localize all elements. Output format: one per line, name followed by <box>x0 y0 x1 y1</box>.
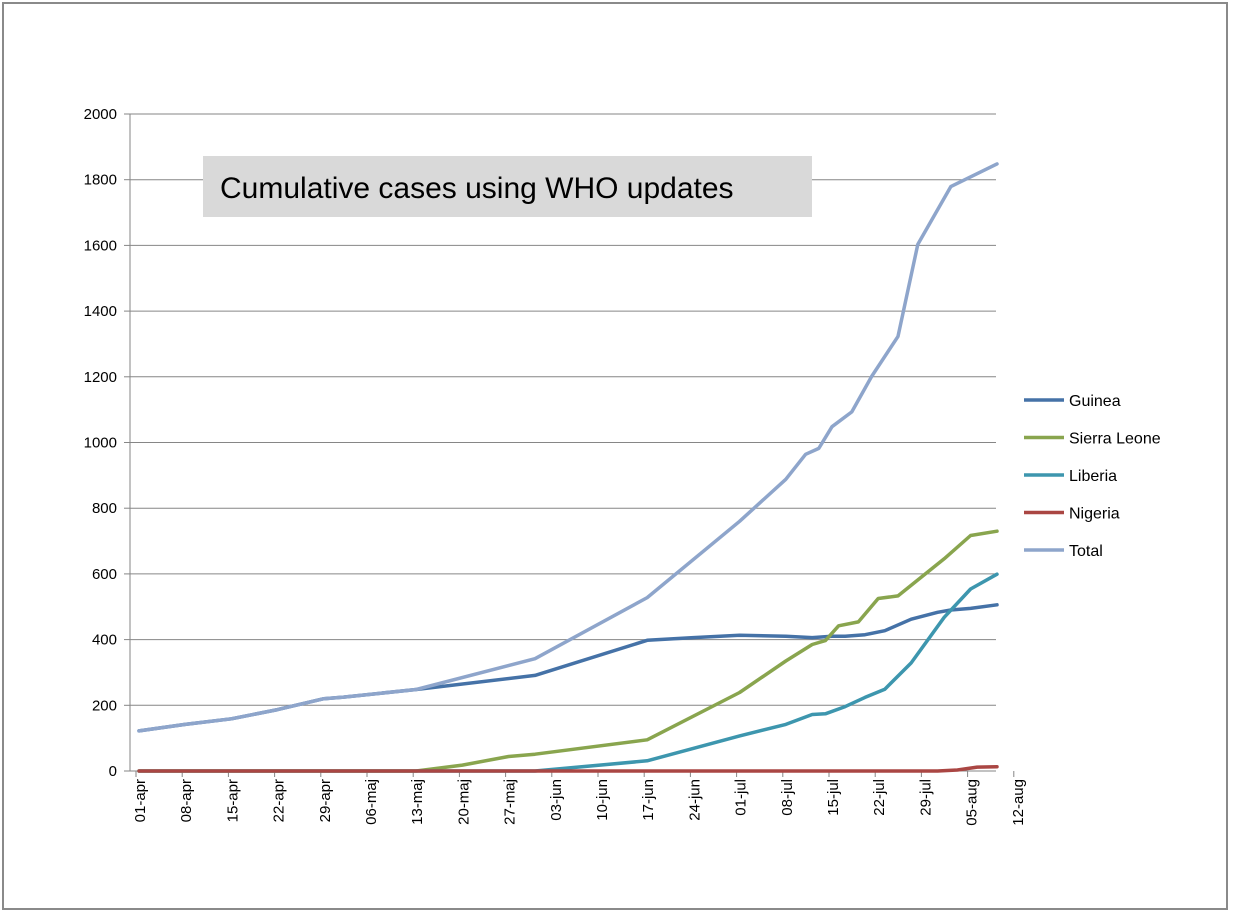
y-tick-label: 1800 <box>84 172 117 189</box>
x-tick-label: 22-jul <box>871 779 888 816</box>
chart-title: Cumulative cases using WHO updates <box>220 172 734 205</box>
series-line-total <box>137 162 999 733</box>
chart-title-box: Cumulative cases using WHO updates <box>203 156 812 217</box>
y-tick-labels: 0 200 400 600 800 1000 1200 1400 1600 1800 2000 <box>84 106 117 780</box>
y-tick-label: 1400 <box>84 303 117 320</box>
x-tick-label: 15-apr <box>224 779 241 822</box>
x-tick-label: 05-aug <box>964 779 981 826</box>
legend-label-guinea: Guinea <box>1069 393 1121 410</box>
x-tick-label: 17-jun <box>640 779 657 821</box>
y-tick-label: 0 <box>109 763 117 780</box>
x-tick-label: 08-jul <box>779 779 796 816</box>
x-tick-label: 08-apr <box>178 779 195 822</box>
x-tick-labels: 01-apr 08-apr 15-apr 22-apr 29-apr 06-maj 13-m… <box>132 779 1027 826</box>
y-tick-label: 200 <box>92 697 117 714</box>
series-line-nigeria <box>137 764 999 773</box>
y-tick-label: 2000 <box>84 106 117 123</box>
series-line-liberia <box>137 572 999 773</box>
x-tick-label: 12-aug <box>1010 779 1027 826</box>
x-tick-label: 01-jul <box>733 779 750 816</box>
x-tick-label: 06-maj <box>363 779 380 825</box>
x-tick-label: 13-maj <box>409 779 426 825</box>
x-tick-label: 10-jun <box>594 779 611 821</box>
x-tick-label: 15-jul <box>825 779 842 816</box>
x-tick-label: 22-apr <box>271 779 288 822</box>
x-tick-label: 27-maj <box>502 779 519 825</box>
title-background <box>203 156 812 217</box>
y-tick-label: 800 <box>92 500 117 517</box>
y-tick-label: 1000 <box>84 435 117 452</box>
x-tick-label: 03-jun <box>548 779 565 821</box>
y-tick-label: 400 <box>92 632 117 649</box>
x-tick-label: 29-jul <box>917 779 934 816</box>
series-line-sierra-leone <box>137 529 999 773</box>
legend-label-total: Total <box>1069 543 1103 560</box>
x-tick-label: 20-maj <box>455 779 472 825</box>
legend: Guinea Sierra Leone Liberia Nigeria Total <box>1024 393 1161 560</box>
y-tick-label: 1200 <box>84 369 117 386</box>
series-lines <box>137 162 999 773</box>
y-tick-label: 600 <box>92 566 117 583</box>
legend-label-nigeria: Nigeria <box>1069 506 1120 523</box>
legend-label-sierra-leone: Sierra Leone <box>1069 431 1161 448</box>
x-tick-label: 29-apr <box>317 779 334 822</box>
y-tick-label: 1600 <box>84 237 117 254</box>
legend-label-liberia: Liberia <box>1069 468 1117 485</box>
x-tick-label: 24-jun <box>686 779 703 821</box>
x-tick-label: 01-apr <box>132 779 149 822</box>
